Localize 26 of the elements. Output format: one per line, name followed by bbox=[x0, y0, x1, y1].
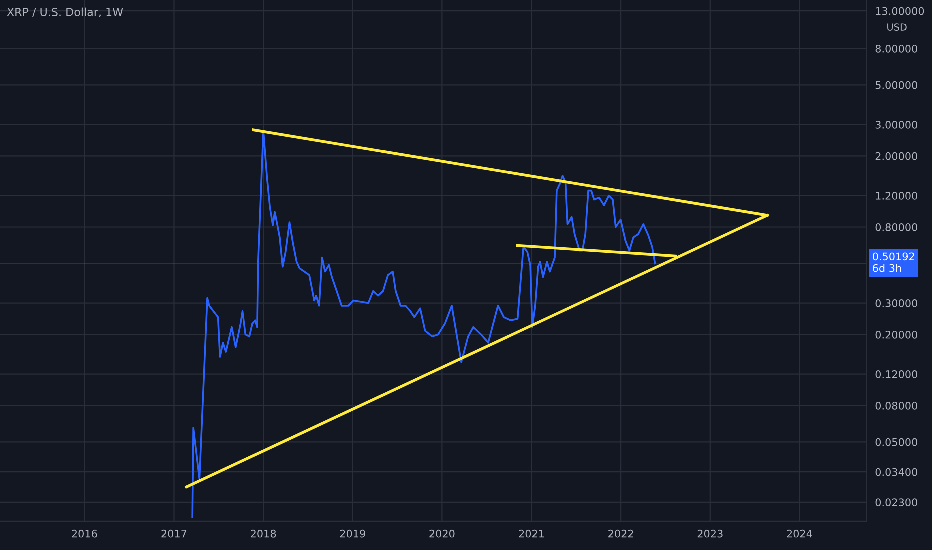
y-tick-label: 5.00000 bbox=[876, 81, 918, 90]
y-tick-label: 0.20000 bbox=[876, 330, 918, 339]
y-tick-label: 0.03400 bbox=[876, 468, 918, 476]
x-tick-label: 2018 bbox=[251, 530, 276, 538]
y-tick-label: 0.08000 bbox=[876, 402, 918, 410]
x-tick-label: 2017 bbox=[162, 530, 187, 538]
y-tick-label: 8.00000 bbox=[876, 44, 918, 53]
y-tick-label: 0.12000 bbox=[876, 370, 918, 378]
x-tick-label: 2021 bbox=[519, 530, 544, 538]
y-tick-label: 0.02300 bbox=[876, 498, 918, 506]
x-tick-label: 2016 bbox=[72, 530, 98, 538]
x-tick-label: 2019 bbox=[340, 530, 366, 538]
y-tick-label: 1.20000 bbox=[876, 192, 918, 200]
y-axis-title: USD bbox=[888, 24, 907, 31]
x-tick-label: 2020 bbox=[430, 530, 455, 538]
y-tick-label: 13.00000 bbox=[876, 7, 924, 16]
text: XRP / U.S. Dollar, 1W bbox=[7, 8, 124, 18]
y-tick-label: 0.80000 bbox=[876, 223, 918, 232]
y-tick-label: 0.30000 bbox=[876, 300, 918, 308]
y-tick-label: 2.00000 bbox=[876, 152, 918, 160]
x-tick-label: 2023 bbox=[698, 530, 723, 538]
x-tick-label: 2022 bbox=[608, 530, 634, 538]
x-tick-label: 2024 bbox=[787, 530, 812, 538]
ref-line-label: 0.50192 6d 3h bbox=[873, 252, 914, 272]
y-tick-label: 3.00000 bbox=[876, 121, 918, 129]
y-tick-label: 0.05000 bbox=[876, 438, 918, 446]
